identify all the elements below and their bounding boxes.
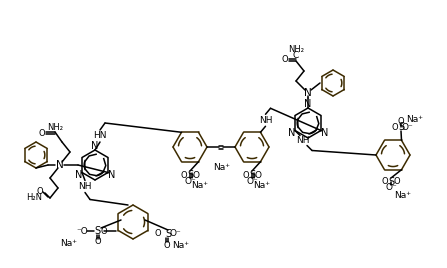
Text: O⁻: O⁻ bbox=[169, 229, 181, 239]
Text: NH₂: NH₂ bbox=[288, 44, 304, 54]
Text: N: N bbox=[108, 169, 115, 180]
Text: O: O bbox=[101, 226, 107, 236]
Text: O⁻: O⁻ bbox=[184, 177, 196, 185]
Text: O: O bbox=[193, 170, 199, 180]
Text: Na⁺: Na⁺ bbox=[253, 181, 270, 189]
Text: S: S bbox=[165, 229, 171, 239]
Text: H₂N: H₂N bbox=[26, 193, 42, 203]
Text: Na⁺: Na⁺ bbox=[191, 181, 208, 189]
Text: NH: NH bbox=[296, 136, 310, 145]
Text: O: O bbox=[382, 177, 388, 187]
Text: O: O bbox=[392, 122, 398, 132]
Text: O⁻: O⁻ bbox=[385, 184, 397, 192]
Text: S: S bbox=[388, 177, 394, 187]
Text: N: N bbox=[321, 128, 328, 137]
Text: N: N bbox=[91, 141, 99, 151]
Text: O: O bbox=[155, 229, 161, 239]
Text: O: O bbox=[164, 240, 170, 250]
Text: N: N bbox=[304, 88, 312, 98]
Text: NH₂: NH₂ bbox=[47, 122, 63, 132]
Text: O: O bbox=[37, 187, 43, 195]
Text: O: O bbox=[39, 128, 45, 137]
Text: S: S bbox=[398, 122, 404, 132]
Text: O: O bbox=[282, 55, 288, 65]
Text: HN: HN bbox=[93, 132, 107, 140]
Text: Na⁺: Na⁺ bbox=[214, 163, 231, 173]
Text: O: O bbox=[243, 170, 249, 180]
Text: O: O bbox=[398, 117, 405, 125]
Text: O: O bbox=[394, 177, 401, 187]
Text: N: N bbox=[56, 160, 64, 170]
Text: N: N bbox=[304, 99, 312, 109]
Text: C: C bbox=[293, 50, 299, 59]
Text: NH: NH bbox=[259, 116, 272, 125]
Text: S: S bbox=[94, 226, 100, 236]
Text: Na⁺: Na⁺ bbox=[406, 116, 423, 125]
Text: N: N bbox=[75, 169, 82, 180]
Text: Na⁺: Na⁺ bbox=[173, 241, 190, 251]
Text: Na⁺: Na⁺ bbox=[395, 191, 412, 199]
Text: S: S bbox=[249, 170, 255, 180]
Text: N: N bbox=[288, 128, 295, 137]
Text: NH: NH bbox=[78, 182, 92, 191]
Text: ⁻O: ⁻O bbox=[76, 228, 88, 236]
Text: O: O bbox=[254, 170, 261, 180]
Text: S: S bbox=[187, 170, 193, 180]
Text: O: O bbox=[181, 170, 187, 180]
Text: O⁻: O⁻ bbox=[246, 177, 258, 185]
Text: Na⁺: Na⁺ bbox=[60, 240, 77, 248]
Text: O: O bbox=[95, 237, 101, 247]
Text: O⁻: O⁻ bbox=[401, 122, 413, 132]
